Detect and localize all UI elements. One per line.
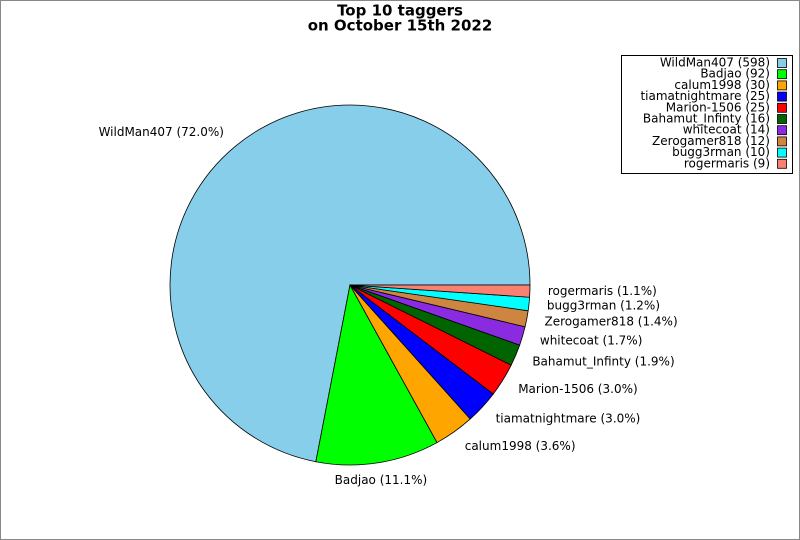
legend-label: Zerogamer818 (12): [652, 134, 770, 148]
legend-label: tiamatnightmare (25): [640, 89, 770, 103]
slice-label: tiamatnightmare (3.0%): [496, 412, 641, 426]
legend-swatch: [777, 114, 787, 124]
slice-label: Badjao (11.1%): [335, 473, 428, 487]
legend-swatch: [777, 80, 787, 91]
slice-label: whitecoat (1.7%): [540, 334, 643, 348]
legend-swatch: [777, 102, 787, 113]
legend-label: rogermaris (9): [684, 156, 770, 170]
legend-swatch: [777, 58, 787, 68]
slice-label: calum1998 (3.6%): [465, 439, 576, 453]
legend-label: Marion-1506 (25): [666, 100, 770, 114]
pie-slice: [169, 104, 531, 463]
legend-label: Bahamut_Infinty (16): [643, 112, 770, 126]
legend-swatch: [777, 136, 787, 147]
legend-label: WildMan407 (598): [660, 56, 770, 70]
legend-swatch: [777, 125, 787, 136]
legend-box: [621, 55, 793, 174]
legend-swatch: [777, 91, 787, 102]
slice-label: rogermaris (1.1%): [548, 284, 657, 298]
chart-title: Top 10 taggers: [337, 2, 463, 20]
slice-label: bugg3rman (1.2%): [547, 298, 660, 312]
legend-label: whitecoat (14): [683, 123, 770, 137]
pie-slice: [315, 283, 438, 466]
legend-label: Badjao (92): [700, 67, 770, 81]
pie-slice: [349, 284, 531, 298]
legend-label: bugg3rman (10): [672, 145, 770, 159]
chart-title: on October 15th 2022: [308, 17, 493, 35]
slice-label: Bahamut_Infinty (1.9%): [532, 355, 674, 369]
slice-label: Zerogamer818 (1.4%): [544, 315, 677, 329]
legend-swatch: [777, 69, 787, 80]
slice-label: WildMan407 (72.0%): [99, 125, 224, 139]
legend-swatch: [777, 147, 787, 158]
legend-label: calum1998 (30): [674, 78, 770, 92]
slice-label: Marion-1506 (3.0%): [518, 382, 637, 396]
legend-swatch: [777, 158, 787, 169]
